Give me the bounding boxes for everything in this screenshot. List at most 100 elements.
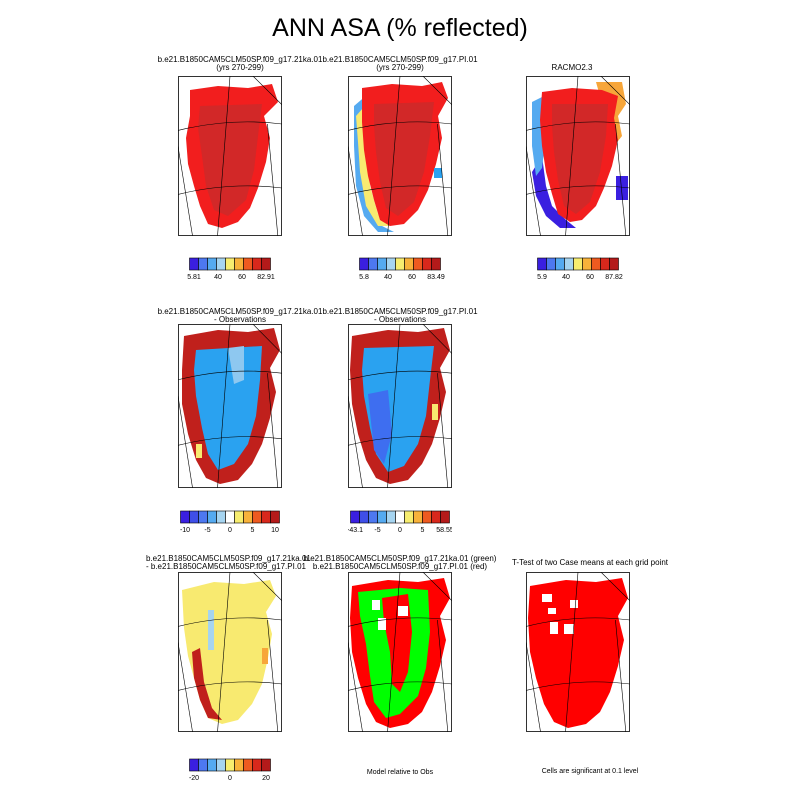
colorbar-swatch: [189, 758, 199, 772]
interior-red-center: [382, 594, 412, 692]
colorbar-tick-label: -5: [374, 527, 380, 534]
parallel-line: [178, 436, 282, 446]
parallel-line: [178, 617, 282, 627]
panel-7-title-line1: b.e21.B1850CAM5CLM50SP.f09_g17.21ka.01 (…: [303, 554, 497, 563]
panel-8-title-line1: T-Test of two Case means at each grid po…: [511, 558, 669, 567]
meridian-line: [178, 396, 193, 488]
colorbar-swatch: [546, 257, 556, 271]
colorbar-tick-label: 58.55: [436, 527, 452, 534]
map-frame: [178, 76, 282, 236]
map-panel-7: [348, 572, 452, 732]
interior-dark-blue: [368, 390, 392, 464]
colorbar-swatch: [252, 510, 262, 524]
colorbar-1: 5.81 40 60 82.91: [187, 257, 275, 281]
coast-yellow-patch: [432, 404, 438, 420]
colorbar-tick-label: 82.91: [257, 274, 275, 281]
panel-1-title-line1: b.e21.B1850CAM5CLM50SP.f09_g17.21ka.01: [157, 55, 323, 64]
panel-2-title-line2: (yrs 270-299): [376, 63, 424, 72]
colorbar-swatch: [377, 510, 387, 524]
colorbar-swatch: [564, 257, 574, 271]
colorbar-swatch: [189, 257, 199, 271]
colorbar-tick-label: 0: [228, 527, 232, 534]
colorbar-swatch: [252, 257, 262, 271]
colorbar-tick-label: 60: [586, 274, 594, 281]
interior-white-patch-2: [378, 618, 386, 630]
colorbar-swatch: [261, 758, 271, 772]
map-panel-2: [348, 76, 452, 236]
colorbar-tick-label: 10: [271, 527, 279, 534]
coast-orange-patch: [262, 648, 268, 664]
colorbar-swatch: [234, 257, 244, 271]
colorbar-swatch: [350, 510, 360, 524]
panel-title-8: T-Test of two Case means at each grid po…: [470, 559, 710, 567]
colorbar-swatch: [243, 758, 253, 772]
model-relative-note: Model relative to Obs: [366, 769, 434, 776]
colorbar-tick-label: 5.81: [187, 274, 201, 281]
panel-6-title-line2: - b.e21.B1850CAM5CLM50SP.f09_g17.PI.01: [146, 562, 306, 571]
parallel-line: [178, 121, 282, 131]
colorbar-swatch: [225, 510, 235, 524]
interior-blue-strip: [208, 610, 214, 650]
parallel-line: [526, 617, 630, 627]
colorbar-tick-label: 60: [408, 274, 416, 281]
colorbar-tick-label: 40: [384, 274, 392, 281]
panel-title-2: b.e21.B1850CAM5CLM50SP.f09_g17.PI.01 (yr…: [280, 56, 520, 72]
colorbar-4: -10 -5 0 5 10: [180, 510, 280, 534]
colorbar-2: 5.8 40 60 83.49: [359, 257, 445, 281]
colorbar-5: -43.1 -5 0 5 58.55: [348, 510, 452, 534]
parallel-line: [348, 121, 452, 131]
colorbar-swatch: [395, 510, 405, 524]
coast-yellow-patch: [196, 444, 202, 458]
map-frame: [526, 76, 630, 236]
panel-title-1: b.e21.B1850CAM5CLM50SP.f09_g17.21ka.01 (…: [120, 56, 360, 72]
colorbar-tick-label: 87.82: [605, 274, 623, 281]
meridian-line: [600, 572, 630, 602]
greenland-significant: [528, 578, 628, 728]
map-panel-3: [526, 76, 630, 236]
panel-5-title-line2: - Observations: [373, 315, 427, 324]
colorbar-tick-label: 0: [398, 527, 402, 534]
panel-title-5: b.e21.B1850CAM5CLM50SP.f09_g17.PI.01 - O…: [280, 308, 520, 324]
colorbar-swatch: [537, 257, 547, 271]
colorbar-tick-label: 20: [262, 775, 270, 782]
parallel-line: [348, 617, 452, 627]
parallel-line: [178, 370, 282, 381]
panel-title-3: RACMO2.3: [472, 64, 672, 72]
meridian-line: [565, 76, 579, 236]
colorbar-swatch: [368, 257, 378, 271]
insignificant-patch-3: [550, 622, 558, 634]
colorbar-tick-label: 40: [562, 274, 570, 281]
map-frame: [178, 324, 282, 488]
map-frame: [348, 324, 452, 488]
map-panel-4: [178, 324, 282, 488]
colorbar-swatch: [252, 758, 262, 772]
colorbar-tick-label: 5: [251, 527, 255, 534]
colorbar-swatch: [216, 758, 226, 772]
colorbar-swatch: [368, 510, 378, 524]
meridian-line: [348, 642, 363, 732]
meridian-line: [615, 619, 627, 732]
parallel-line: [178, 681, 282, 691]
colorbar-swatch: [207, 257, 217, 271]
meridian-line: [526, 642, 541, 732]
meridian-line: [267, 619, 279, 732]
colorbar-swatch: [573, 257, 583, 271]
meridian-line: [267, 123, 279, 236]
colorbar-swatch: [261, 257, 271, 271]
coast-blue-right: [434, 168, 442, 178]
map-frame: [178, 572, 282, 732]
colorbar-swatch: [216, 510, 226, 524]
interior-light-patch: [228, 346, 244, 384]
meridian-line: [252, 76, 282, 106]
meridian-line: [348, 396, 363, 488]
colorbar-tick-label: 0: [228, 775, 232, 782]
parallel-line: [348, 370, 452, 381]
colorbar-tick-label: 5: [421, 527, 425, 534]
panel-4-title-line2: - Observations: [213, 315, 267, 324]
colorbar-tick-label: 40: [214, 274, 222, 281]
meridian-line: [267, 373, 279, 488]
colorbar-tick-label: 60: [238, 274, 246, 281]
colorbar-swatch: [404, 510, 414, 524]
colorbar-6: -20 0 20: [189, 758, 271, 782]
map-frame: [526, 572, 630, 732]
